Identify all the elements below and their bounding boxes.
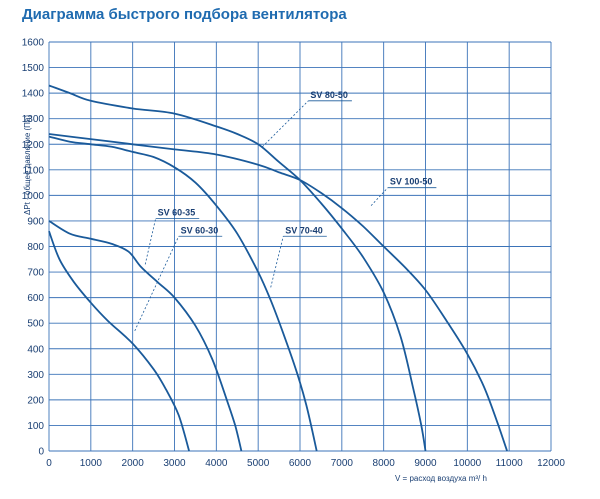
annotation-label: SV 60-30 [181, 225, 219, 235]
curve-sv-60-30 [48, 230, 190, 452]
x-tick-label: 10000 [453, 458, 481, 469]
annotations: SV 80-50 SV 100-50 SV 60-35 SV 60-30 SV 70-4… [134, 90, 437, 332]
y-tick-label: 300 [27, 370, 44, 381]
annotation-label: SV 70-40 [285, 225, 323, 235]
x-tick-label: 0 [46, 458, 52, 469]
annotation-label: SV 100-50 [390, 177, 433, 187]
grid [48, 41, 552, 452]
y-tick-label: 1100 [22, 165, 44, 176]
x-tick-label: 1000 [80, 458, 103, 469]
curve-sv-80-50 [48, 84, 427, 452]
annotation-leader [370, 187, 389, 206]
y-tick-label: 1200 [22, 140, 45, 151]
y-tick-label: 1300 [22, 114, 45, 125]
x-tick-label: 2000 [122, 458, 145, 469]
y-tick-label: 900 [27, 216, 44, 227]
x-axis-label: V = расход воздуха m³/ h [395, 474, 487, 483]
y-tick-label: 500 [27, 319, 44, 330]
x-tick-label: 11000 [496, 458, 524, 469]
y-tick-label: 0 [38, 447, 44, 458]
y-tick-label: 800 [27, 242, 44, 253]
y-axis-label: ΔPt - общее давление (Па) [23, 115, 32, 215]
x-tick-label: 4000 [205, 458, 228, 469]
y-tick-label: 100 [27, 421, 44, 432]
y-tick-label: 1400 [22, 89, 45, 100]
x-tick-label: 5000 [247, 458, 270, 469]
y-tick-label: 1000 [22, 191, 45, 202]
curves [48, 84, 508, 452]
y-tick-label: 700 [27, 268, 44, 279]
y-tick-label: 1500 [22, 63, 45, 74]
annotation-label: SV 80-50 [310, 90, 348, 100]
x-tick-label: 9000 [414, 458, 437, 469]
annotation-leader [134, 236, 180, 332]
y-tick-label: 1600 [22, 38, 45, 49]
annotation-label: SV 60-35 [158, 207, 196, 217]
annotation-leader [270, 236, 284, 288]
x-tick-label: 8000 [373, 458, 396, 469]
chart-title: Диаграмма быстрого подбора вентилятора [22, 6, 347, 23]
curve-sv-70-40 [48, 135, 318, 452]
annotation-leader [262, 100, 309, 148]
y-tick-label: 200 [27, 395, 44, 406]
y-tick-label: 600 [27, 293, 44, 304]
annotation-leader [144, 218, 157, 265]
tick-labels: 0 1000 2000 3000 4000 5000 6000 7000 8000 9000 100… [22, 38, 566, 470]
x-tick-label: 12000 [537, 458, 565, 469]
x-tick-label: 6000 [289, 458, 312, 469]
curve-sv-60-35 [48, 220, 243, 452]
y-tick-label: 400 [27, 344, 44, 355]
x-tick-label: 7000 [331, 458, 354, 469]
curve-sv-100-50 [48, 133, 508, 452]
x-tick-label: 3000 [163, 458, 186, 469]
